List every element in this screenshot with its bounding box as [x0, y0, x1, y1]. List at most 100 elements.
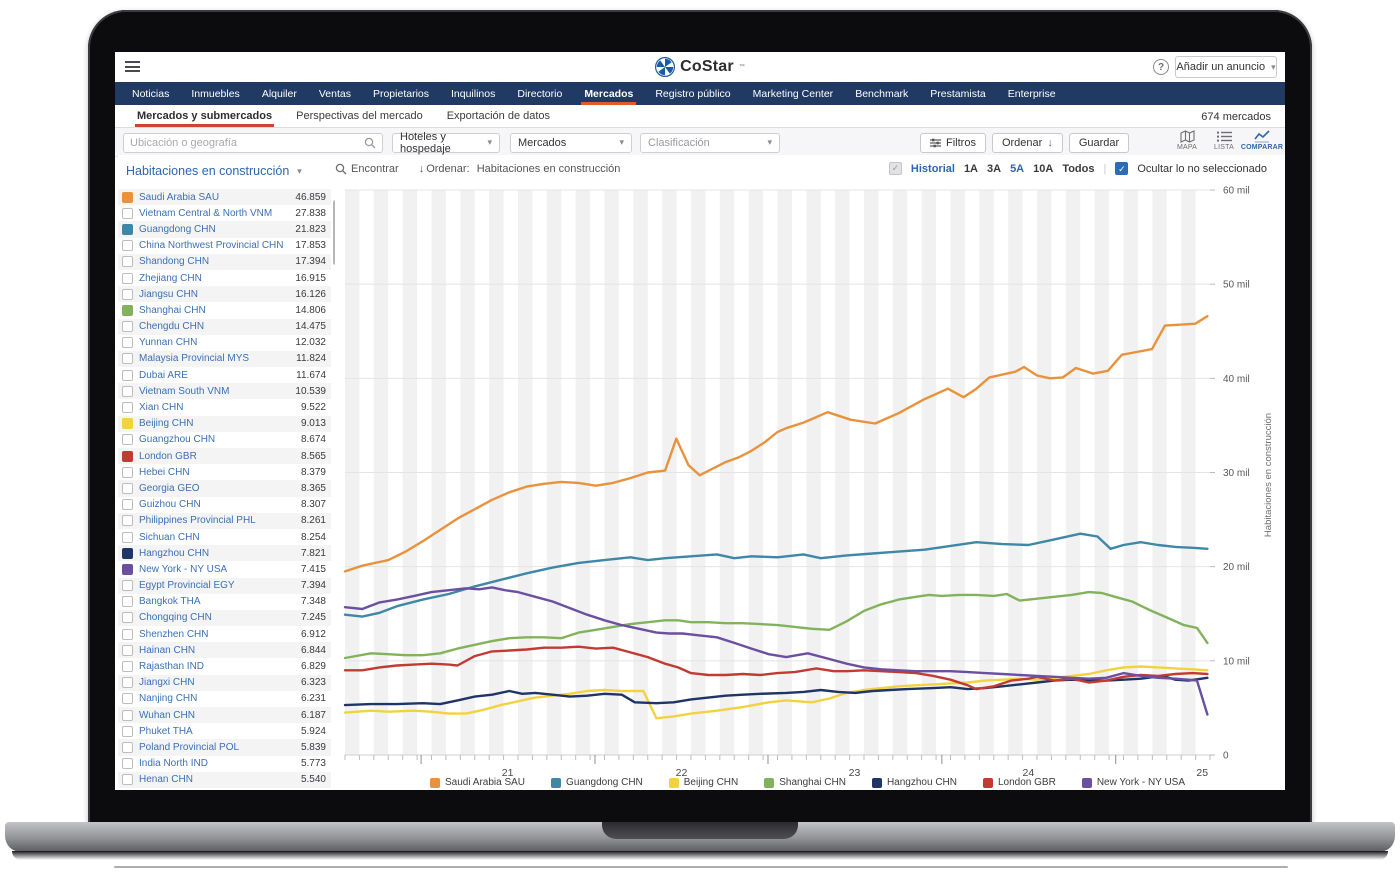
list-item[interactable]: Rajasthan IND 6.829	[118, 658, 331, 674]
list-item[interactable]: Georgia GEO 8.365	[118, 480, 331, 497]
nav-item[interactable]: Prestamista	[930, 87, 986, 100]
classification-select[interactable]: Clasificación	[640, 132, 780, 153]
row-checkbox[interactable]	[122, 531, 133, 543]
hamburger-menu-icon[interactable]	[125, 61, 140, 72]
row-checkbox[interactable]	[122, 353, 133, 365]
nav-item[interactable]: Propietarios	[372, 87, 429, 100]
market-link[interactable]: Phuket THA	[139, 725, 193, 737]
market-link[interactable]: Saudi Arabia SAU	[139, 191, 220, 203]
list-item[interactable]: Chengdu CHN 14.475	[118, 318, 331, 335]
find-button[interactable]: Encontrar	[335, 163, 399, 175]
row-checkbox[interactable]	[122, 418, 133, 430]
row-checkbox[interactable]	[122, 661, 133, 673]
list-item[interactable]: Zhejiang CHN 16.915	[118, 270, 331, 286]
market-link[interactable]: Zhejiang CHN	[139, 272, 202, 284]
market-link[interactable]: Dubai ARE	[139, 369, 188, 381]
list-item[interactable]: India North IND 5.773	[118, 756, 331, 772]
location-search[interactable]	[123, 132, 383, 153]
legend-item[interactable]: Beijing CHN	[668, 777, 738, 788]
list-item[interactable]: Jiangxi CHN 6.323	[118, 674, 331, 691]
row-checkbox[interactable]	[122, 677, 133, 689]
market-link[interactable]: Shenzhen CHN	[139, 628, 209, 640]
market-link[interactable]: Georgia GEO	[139, 482, 200, 494]
list-item[interactable]: Shanghai CHN 14.806	[118, 302, 331, 318]
list-item[interactable]: Guizhou CHN 8.307	[118, 497, 331, 513]
geography-level-select[interactable]: Mercados	[510, 132, 632, 153]
market-link[interactable]: Chengdu CHN	[139, 321, 205, 333]
row-checkbox[interactable]	[122, 547, 133, 559]
market-link[interactable]: Sichuan CHN	[139, 531, 200, 543]
market-link[interactable]: Poland Provincial POL	[139, 741, 240, 753]
legend-item[interactable]: New York - NY USA	[1081, 777, 1185, 788]
market-link[interactable]: Shandong CHN	[139, 256, 210, 268]
list-item[interactable]: Hangzhou CHN 7.821	[118, 545, 331, 562]
metric-selector[interactable]: Habitaciones en construcción	[126, 164, 302, 178]
market-link[interactable]: India North IND	[139, 758, 208, 770]
market-link[interactable]: Xian CHN	[139, 402, 184, 414]
nav-item[interactable]: Inmuebles	[191, 87, 240, 100]
hide-unselected-checkbox[interactable]	[1115, 162, 1129, 175]
add-listing-button[interactable]: Añadir un anuncio	[1175, 56, 1277, 78]
nav-item[interactable]: Mercados	[573, 82, 644, 105]
list-item[interactable]: Malaysia Provincial MYS 11.824	[118, 350, 331, 368]
sort-button[interactable]: Ordenar ↓	[991, 132, 1063, 153]
list-item[interactable]: Egypt Provincial EGY 7.394	[118, 577, 331, 594]
list-item[interactable]: Poland Provincial POL 5.839	[118, 739, 331, 756]
row-checkbox[interactable]	[122, 434, 133, 446]
row-checkbox[interactable]	[122, 191, 133, 203]
list-item[interactable]: Xian CHN 9.522	[118, 399, 331, 415]
row-checkbox[interactable]	[122, 337, 133, 349]
list-item[interactable]: Sichuan CHN 8.254	[118, 529, 331, 545]
chart-sort-control[interactable]: Ordenar: Habitaciones en construcción	[419, 163, 620, 175]
market-link[interactable]: Jiangxi CHN	[139, 677, 195, 689]
market-link[interactable]: Beijing CHN	[139, 418, 194, 430]
row-checkbox[interactable]	[122, 596, 133, 608]
row-checkbox[interactable]	[122, 612, 133, 624]
list-item[interactable]: Guangzhou CHN 8.674	[118, 432, 331, 448]
list-item[interactable]: New York - NY USA 7.415	[118, 561, 331, 577]
series-line[interactable]	[343, 674, 1209, 707]
market-link[interactable]: Vietnam South VNM	[139, 385, 230, 397]
nav-item[interactable]: Inquilinos	[451, 87, 496, 100]
row-checkbox[interactable]	[122, 223, 133, 235]
row-checkbox[interactable]	[122, 288, 133, 300]
list-item[interactable]: Philippines Provincial PHL 8.261	[118, 512, 331, 529]
market-link[interactable]: Chongqing CHN	[139, 612, 212, 624]
series-line[interactable]	[343, 586, 1209, 716]
row-checkbox[interactable]	[122, 644, 133, 656]
list-item[interactable]: Yunnan CHN 12.032	[118, 335, 331, 351]
row-checkbox[interactable]	[122, 741, 133, 753]
nav-item[interactable]: Ventas	[318, 87, 351, 100]
row-checkbox[interactable]	[122, 272, 133, 284]
list-item[interactable]: Vietnam South VNM 10.539	[118, 383, 331, 400]
legend-item[interactable]: Hangzhou CHN	[871, 777, 957, 788]
market-link[interactable]: Bangkok THA	[139, 596, 201, 608]
list-item[interactable]: Dubai ARE 11.674	[118, 367, 331, 383]
market-link[interactable]: Rajasthan IND	[139, 661, 205, 673]
location-search-input[interactable]	[124, 136, 364, 149]
list-item[interactable]: Wuhan CHN 6.187	[118, 707, 331, 724]
view-compare-button[interactable]: COMPARAR	[1236, 130, 1285, 151]
period-10a[interactable]: 10A	[1033, 162, 1054, 175]
list-item[interactable]: China Northwest Provincial CHN 17.853	[118, 238, 331, 254]
legend-item[interactable]: London GBR	[983, 777, 1056, 788]
row-checkbox[interactable]	[122, 709, 133, 721]
row-checkbox[interactable]	[122, 207, 133, 219]
market-link[interactable]: New York - NY USA	[139, 563, 228, 575]
list-item[interactable]: Nanjing CHN 6.231	[118, 691, 331, 707]
market-link[interactable]: Hangzhou CHN	[139, 547, 210, 559]
list-item[interactable]: London GBR 8.565	[118, 448, 331, 465]
legend-item[interactable]: Guangdong CHN	[551, 777, 643, 788]
row-checkbox[interactable]	[122, 369, 133, 381]
row-checkbox[interactable]	[122, 256, 133, 268]
market-link[interactable]: Yunnan CHN	[139, 337, 198, 349]
list-item[interactable]: Shandong CHN 17.394	[118, 253, 331, 270]
row-checkbox[interactable]	[122, 563, 133, 575]
row-checkbox[interactable]	[122, 304, 133, 316]
view-map-button[interactable]: MAPA	[1167, 130, 1207, 151]
historial-checkbox[interactable]	[888, 162, 902, 175]
row-checkbox[interactable]	[122, 515, 133, 527]
list-item[interactable]: Hebei CHN 8.379	[118, 464, 331, 480]
row-checkbox[interactable]	[122, 321, 133, 333]
market-link[interactable]: Guangzhou CHN	[139, 434, 216, 446]
